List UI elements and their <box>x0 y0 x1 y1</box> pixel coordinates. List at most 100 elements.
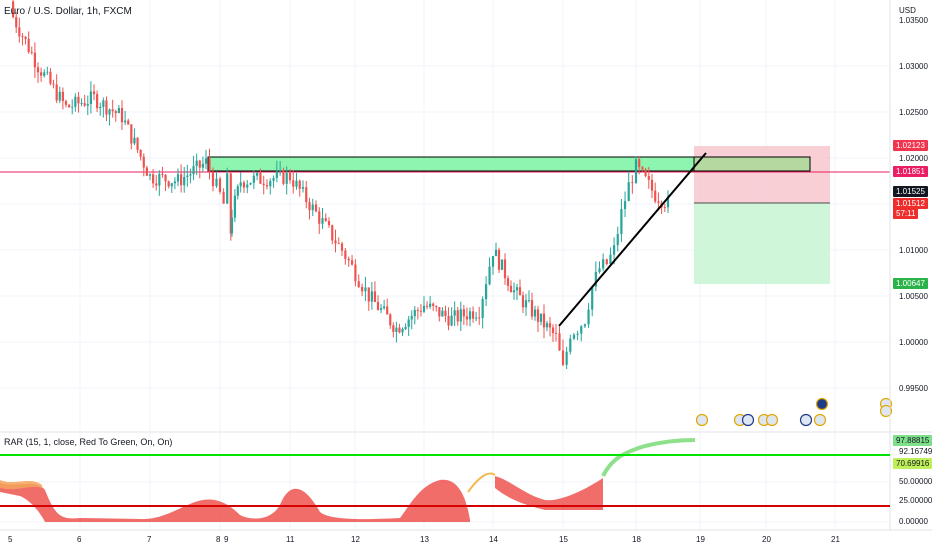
candle-body <box>239 182 242 187</box>
time-tick: 14 <box>489 535 498 544</box>
candle-body <box>506 278 510 286</box>
candle-body <box>167 181 170 187</box>
candle-body <box>337 243 340 245</box>
candle-body <box>491 256 495 267</box>
candle-body <box>357 281 360 287</box>
candle-body <box>410 316 413 320</box>
oscillator-value-badge: 97.88815 <box>893 435 932 446</box>
candle-body <box>576 333 579 335</box>
us-flag-icon[interactable] <box>765 413 779 427</box>
candle-body <box>71 106 74 108</box>
candle-body <box>49 71 52 84</box>
oscillator-title[interactable]: RAR (15, 1, close, Red To Green, On, On) <box>4 437 173 447</box>
candle-body <box>279 169 282 172</box>
candle-body <box>83 103 86 106</box>
oscillator-pane <box>0 438 890 523</box>
price-scale-unit: USD <box>899 6 916 15</box>
us-flag-icon[interactable] <box>813 413 827 427</box>
chart-title[interactable]: Euro / U.S. Dollar, 1h, FXCM <box>4 6 132 17</box>
us-flag-icon[interactable] <box>741 413 755 427</box>
candle-body <box>485 284 488 300</box>
candle-body <box>133 137 136 144</box>
candle-body <box>21 36 24 37</box>
candle-body <box>161 173 164 175</box>
candle-body <box>77 96 80 104</box>
candle-body <box>311 204 314 211</box>
candle-body <box>465 316 469 320</box>
candle-body <box>641 167 644 170</box>
stop-loss-badge: 1.02123 <box>893 140 928 151</box>
candle-body <box>292 180 295 187</box>
candle-body <box>605 259 608 265</box>
candle-body <box>230 217 234 234</box>
candle-body <box>170 183 173 187</box>
candle-body <box>450 315 453 326</box>
candle-body <box>124 120 127 123</box>
candle-body <box>33 52 36 68</box>
us-flag-icon[interactable] <box>799 413 813 427</box>
candle-body <box>105 100 108 115</box>
stop-loss-zone[interactable] <box>694 146 830 203</box>
candle-body <box>102 100 105 108</box>
take-profit-zone[interactable] <box>694 203 830 284</box>
candle-body <box>663 207 666 208</box>
candle-body <box>164 174 167 182</box>
candle-body <box>602 259 605 269</box>
economic-events <box>695 397 893 427</box>
candle-body <box>527 300 531 301</box>
candle-body <box>27 38 30 52</box>
candle-body <box>117 107 120 114</box>
candle-body <box>195 160 198 167</box>
candle-body <box>456 310 459 322</box>
candle-body <box>108 109 111 115</box>
candle-body <box>298 180 301 189</box>
trendline[interactable] <box>558 152 707 327</box>
us-flag-icon[interactable] <box>695 413 709 427</box>
price-tick: 1.02000 <box>899 154 928 163</box>
candle-body <box>392 325 395 332</box>
candle-body <box>215 178 218 187</box>
price-tick: 1.01000 <box>899 246 928 255</box>
candle-body <box>340 243 344 251</box>
candle-body <box>569 338 572 352</box>
candle-body <box>503 259 507 279</box>
candle-body <box>295 180 298 187</box>
candle-body <box>438 307 441 317</box>
candle-body <box>634 159 638 184</box>
candle-body <box>627 182 630 202</box>
candle-body <box>305 187 308 203</box>
candle-body <box>509 285 513 293</box>
candle-body <box>256 172 259 176</box>
oscillator-value-label: 92.16749 <box>899 447 932 456</box>
candle-body <box>114 111 117 114</box>
candle-body <box>272 178 275 181</box>
candle-body <box>386 306 389 315</box>
us-flag-icon[interactable] <box>879 404 893 418</box>
candle-body <box>301 187 305 189</box>
candle-body <box>580 326 583 334</box>
candle-body <box>647 176 650 180</box>
candle-body <box>370 291 373 302</box>
info-icon[interactable] <box>815 397 829 411</box>
candle-body <box>376 301 380 310</box>
candle-body <box>395 327 398 332</box>
candle-body <box>453 310 456 316</box>
time-tick: 5 <box>8 535 13 544</box>
candle-body <box>30 51 33 53</box>
candle-body <box>198 160 201 168</box>
candle-body <box>24 36 27 39</box>
oscillator-area-red-right <box>495 476 603 510</box>
time-tick: 13 <box>420 535 429 544</box>
candle-body <box>152 174 155 184</box>
candle-body <box>666 196 670 208</box>
oscillator-area-orange <box>0 480 42 490</box>
candle-body <box>518 287 522 296</box>
candle-body <box>462 309 465 317</box>
candle-body <box>432 303 435 307</box>
candle-body <box>521 295 525 308</box>
candle-body <box>583 324 586 327</box>
candle-body <box>68 104 71 108</box>
candle-body <box>609 254 612 265</box>
candle-body <box>367 287 370 302</box>
